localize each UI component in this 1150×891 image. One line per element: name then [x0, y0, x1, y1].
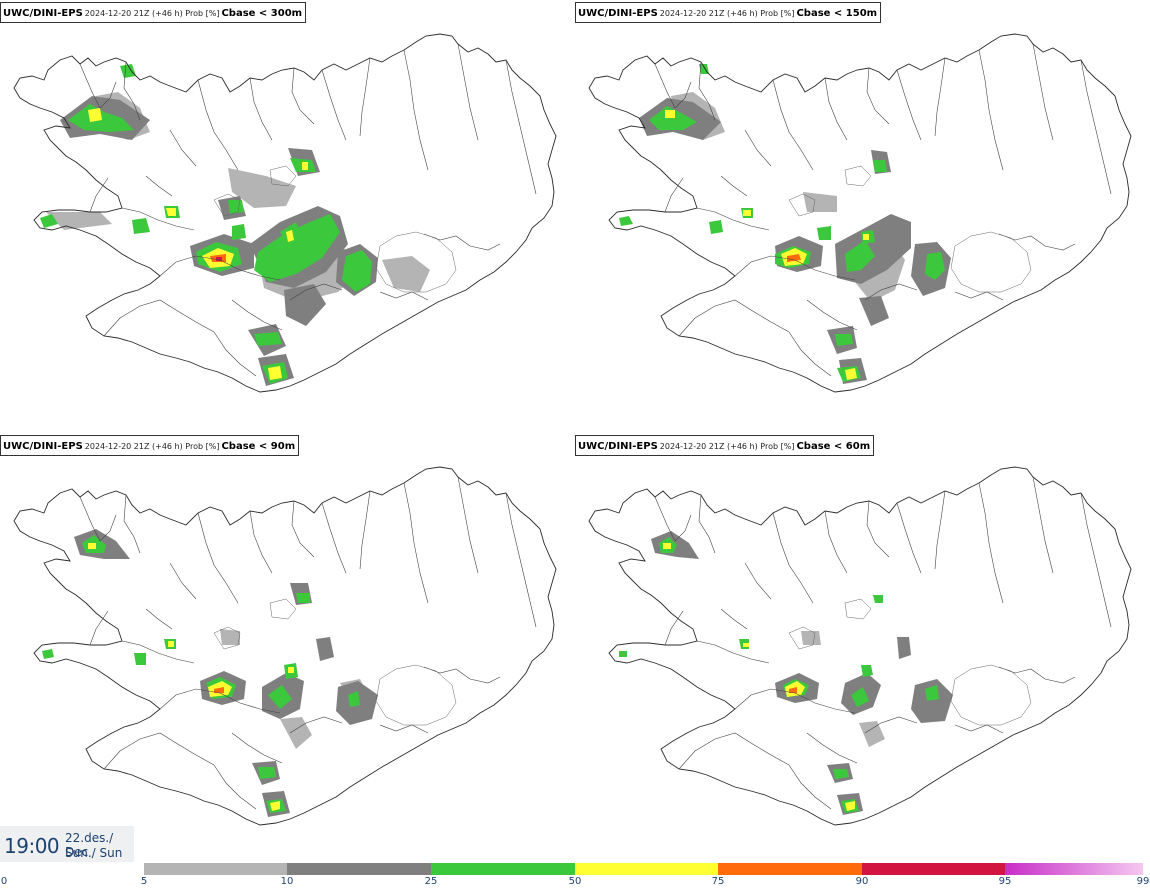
probability-map [13, 466, 557, 826]
iceland-outline [588, 33, 1132, 393]
colorbar-tick-label: 10 [280, 876, 294, 887]
colorbar-segment [287, 863, 431, 875]
map-panel-4: UWC/DINI-EPS 2024-12-20 21Z (+46 h) Prob … [575, 433, 1150, 868]
map-panel-1: UWC/DINI-EPS 2024-12-20 21Z (+46 h) Prob … [0, 0, 575, 435]
probability-shading [42, 529, 378, 817]
probability-map [588, 33, 1132, 393]
probability-map [13, 33, 557, 393]
iceland-outline [13, 466, 557, 826]
iceland-outline [588, 466, 1132, 826]
panel-model-label: UWC/DINI-EPS [3, 8, 83, 19]
map-panel-2: UWC/DINI-EPS 2024-12-20 21Z (+46 h) Prob … [575, 0, 1150, 435]
panel-field-label: Cbase < 150m [796, 8, 878, 19]
probability-map [588, 466, 1132, 826]
colorbar-tick-label: 25 [424, 876, 438, 887]
valid-date: 22.des./ Dec [65, 831, 114, 859]
panel-model-label: UWC/DINI-EPS [578, 8, 658, 19]
panel-field-label: Cbase < 60m [796, 441, 871, 452]
panel-run-label: 2024-12-20 21Z (+46 h) Prob [%] [84, 9, 220, 18]
panel-title: UWC/DINI-EPS 2024-12-20 21Z (+46 h) Prob … [0, 2, 307, 23]
probability-shading [619, 531, 953, 815]
colorbar-tick-label: 0 [0, 876, 8, 887]
colorbar-tick-label: 5 [140, 876, 148, 887]
colorbar-segment [144, 863, 287, 875]
probability-shading [40, 64, 430, 386]
colorbar-tick-label: 95 [998, 876, 1012, 887]
colorbar-tick-label: 90 [855, 876, 869, 887]
panel-model-label: UWC/DINI-EPS [3, 441, 83, 452]
colorbar-tick-label: 99 [1136, 876, 1150, 887]
panel-run-label: 2024-12-20 21Z (+46 h) Prob [%] [84, 442, 220, 451]
valid-weekday: Sun./ Sun [65, 846, 123, 860]
panel-title: UWC/DINI-EPS 2024-12-20 21Z (+46 h) Prob … [0, 435, 300, 456]
panel-title: UWC/DINI-EPS 2024-12-20 21Z (+46 h) Prob … [575, 2, 882, 23]
colorbar-tick-label: 75 [711, 876, 725, 887]
panel-run-label: 2024-12-20 21Z (+46 h) Prob [%] [659, 442, 795, 451]
valid-time: 19:00 [4, 834, 60, 858]
colorbar-segment [718, 863, 862, 875]
colorbar-segment [431, 863, 575, 875]
colorbar-segment [575, 863, 718, 875]
panel-run-label: 2024-12-20 21Z (+46 h) Prob [%] [659, 9, 795, 18]
colorbar-tick-label: 50 [568, 876, 582, 887]
valid-time-box: 19:00 22.des./ Dec Sun./ Sun [0, 826, 134, 862]
panel-field-label: Cbase < 90m [221, 441, 296, 452]
panel-field-label: Cbase < 300m [221, 8, 303, 19]
map-panel-3: UWC/DINI-EPS 2024-12-20 21Z (+46 h) Prob … [0, 433, 575, 868]
colorbar-segment [862, 863, 1005, 875]
panel-title: UWC/DINI-EPS 2024-12-20 21Z (+46 h) Prob … [575, 435, 875, 456]
colorbar-segment [1005, 863, 1143, 875]
panel-model-label: UWC/DINI-EPS [578, 441, 658, 452]
probability-shading [619, 64, 951, 384]
